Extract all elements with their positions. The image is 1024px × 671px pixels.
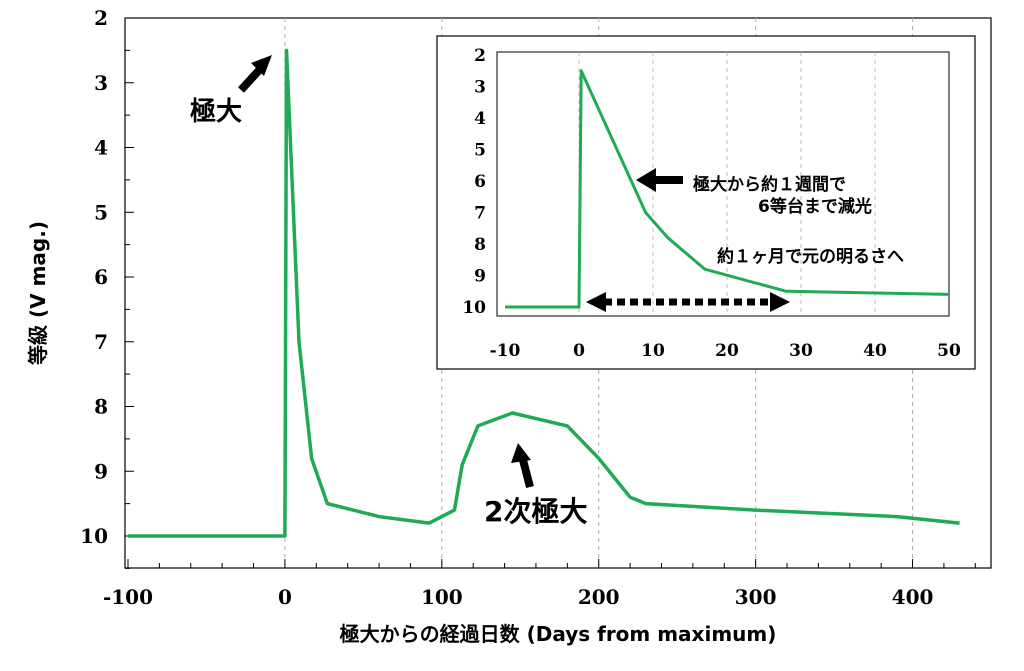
inset-x-tick-label: 20 [715,341,739,361]
inset-x-tick-label: -10 [490,341,521,361]
main-y-tick-label: 3 [94,71,108,95]
inset-y-tick-label: 10 [462,298,486,318]
main-y-tick-label: 5 [94,200,108,224]
return-annotation: 約１ヶ月で元の明るさへ [717,246,904,267]
x-axis-title: 極大からの経過日数 (Days from maximum) [339,622,777,646]
main-axis-ticks [125,17,976,569]
inset-x-tick-label: 30 [789,341,813,361]
peak-arrow [238,55,272,93]
inset-x-tick-label: 10 [641,341,665,361]
inset-y-tick-label: 3 [474,78,486,98]
decline-arrow [636,168,683,192]
main-x-tick-label: 0 [278,585,292,609]
duration-double-arrow [586,292,790,312]
main-y-tick-label: 8 [94,395,108,419]
main-y-tick-label: 9 [94,459,108,483]
secondary-peak-annotation: 2次極大 [484,495,587,528]
inset-x-tick-labels: -10 0 10 20 30 40 50 [490,341,961,361]
inset-plot-frame [496,51,950,317]
main-y-tick-label: 4 [94,136,108,160]
decline-annotation-line1: 極大から約１週間で [693,174,846,195]
secondary-peak-arrow [511,443,534,489]
main-x-tick-label: 400 [892,585,934,609]
inset-y-tick-label: 7 [474,204,486,224]
main-x-tick-label: 300 [735,585,777,609]
y-axis-title: 等級 (V mag.) [26,221,50,365]
main-x-tick-label: -100 [103,585,153,609]
inset-light-curve-line [505,69,950,309]
inset-y-tick-label: 5 [474,141,486,161]
main-x-tick-label: 100 [421,585,463,609]
inset-x-tick-label: 0 [573,341,585,361]
main-light-curve-line [128,48,960,538]
inset-y-tick-label: 8 [474,235,486,255]
main-y-tick-label: 10 [80,524,108,548]
peak-annotation: 極大 [190,97,242,127]
main-y-tick-labels: 2 3 4 5 6 7 8 9 10 [80,6,108,548]
main-y-tick-label: 7 [94,330,108,354]
inset-y-tick-label: 6 [474,172,486,192]
main-x-tick-label: 200 [578,585,620,609]
inset-x-tick-label: 40 [863,341,887,361]
inset-y-tick-label: 2 [474,46,486,66]
inset-y-tick-label: 4 [474,109,486,129]
inset-x-tick-label: 50 [937,341,961,361]
main-y-tick-label: 6 [94,265,108,289]
main-y-tick-label: 2 [94,6,108,30]
inset-y-tick-label: 9 [474,267,486,287]
decline-annotation-line2: 6等台まで減光 [758,196,872,217]
main-x-tick-labels: -100 0 100 200 300 400 [103,585,933,609]
inset-y-tick-labels: 2 3 4 5 6 7 8 9 10 [462,46,486,318]
